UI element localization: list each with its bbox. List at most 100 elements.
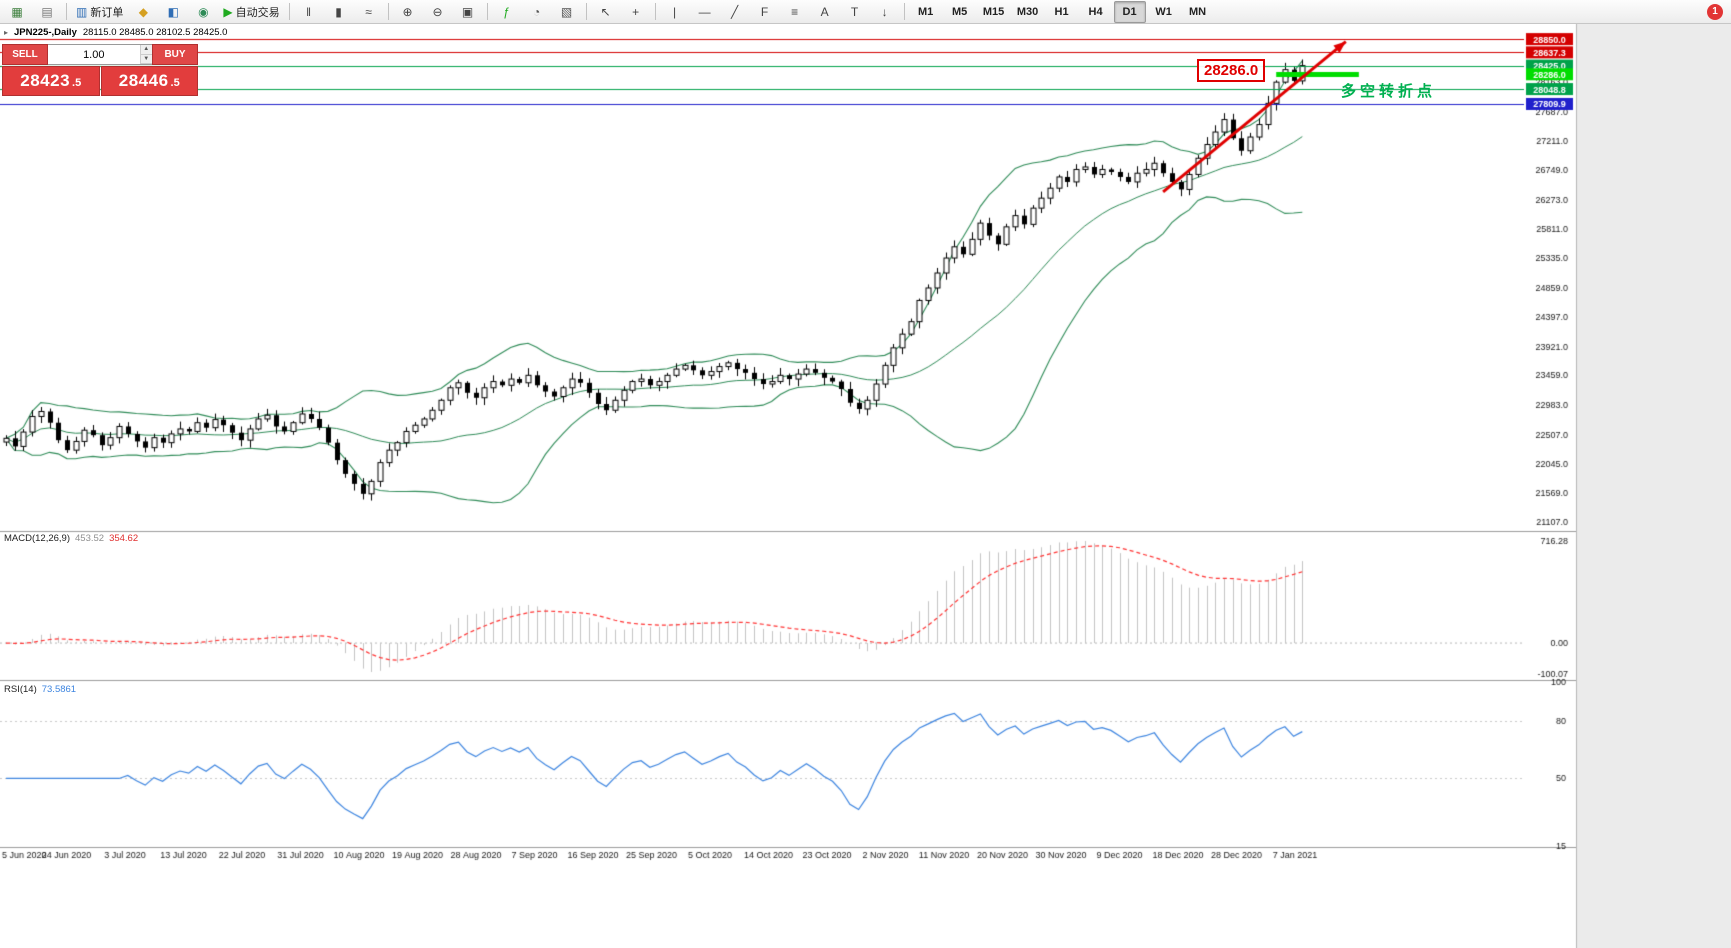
toolbar-items: ▦ ▤ ▥ 新订单 ◆ ◧ ◉ ▶ 自动交易 ‖ ▮ ≈ ⊕ ⊖ ▣ ƒ ◔ ▧ ↖ + | — ╱ F ≡ A T ↓ M1 M5 M15… [2, 0, 1215, 23]
timeframe-label: MN [1189, 5, 1207, 18]
autotrading-icon: ▶ [223, 4, 233, 19]
zoom-out-icon: ⊖ [432, 4, 443, 19]
new-chart-button[interactable]: ▦ [3, 1, 31, 23]
label-tool-icon: T [850, 4, 859, 19]
sell-price-display[interactable]: 28423 .5 [2, 66, 100, 96]
volume-spinner: ▲ ▼ [139, 45, 152, 64]
crosshair-tool-icon: + [632, 4, 640, 19]
timeframe-label: M30 [1016, 5, 1039, 18]
templates-button[interactable]: ▧ [553, 1, 581, 23]
timeframe-label: M5 [951, 5, 968, 18]
indicators-button[interactable]: ƒ [493, 1, 521, 23]
horizontal-line-tool-icon: — [698, 4, 711, 19]
timeframe-m1-button[interactable]: M1 [910, 1, 942, 23]
one-click-collapse-icon[interactable]: ▸ [4, 28, 9, 37]
periods-menu-icon: ◔ [532, 4, 541, 19]
rsi-indicator-label: RSI(14) 73.5861 [4, 684, 76, 695]
crosshair-tool-button[interactable]: + [622, 1, 650, 23]
timeframe-d1-button[interactable]: D1 [1113, 0, 1146, 23]
tile-windows-button[interactable]: ▣ [454, 1, 482, 23]
toolbar-separator [288, 3, 290, 20]
trendline-tool-button[interactable]: ╱ [721, 1, 749, 23]
new-order-button[interactable]: ▥ 新订单 [72, 1, 127, 23]
cursor-tool-icon: ↖ [600, 4, 611, 19]
vertical-line-tool-button[interactable]: | [661, 1, 689, 23]
shapes-tool-icon: ≡ [791, 4, 799, 19]
timeframe-label: H1 [1054, 5, 1069, 18]
one-click-trading-panel: SELL ▲ ▼ BUY 28423 .5 28446 .5 [2, 44, 198, 96]
horizontal-line-tool-button[interactable]: — [691, 1, 719, 23]
timeframe-h4-button[interactable]: H4 [1080, 1, 1112, 23]
bar-chart-mode-icon: ‖ [306, 4, 312, 19]
new-chart-icon: ▦ [11, 4, 23, 19]
rsi-value: 73.5861 [41, 684, 77, 695]
turning-point-label: 多空转折点 [1341, 83, 1437, 100]
rsi-name: RSI(14) [4, 684, 37, 695]
tile-windows-icon: ▣ [461, 4, 474, 19]
timeframe-w1-button[interactable]: W1 [1148, 1, 1180, 23]
arrow-objects-tool-icon: ↓ [881, 4, 888, 19]
toolbar: ▦ ▤ ▥ 新订单 ◆ ◧ ◉ ▶ 自动交易 ‖ ▮ ≈ ⊕ ⊖ ▣ ƒ ◔ ▧ ↖ + | — ╱ F ≡ A T ↓ M1 M5 M15… [0, 0, 1731, 24]
arrow-objects-tool-button[interactable]: ↓ [871, 1, 899, 23]
sell-price-frac: .5 [72, 77, 82, 89]
shapes-tool-button[interactable]: ≡ [781, 1, 809, 23]
new-order-icon: ▥ [76, 4, 88, 19]
zoom-out-button[interactable]: ⊖ [424, 1, 452, 23]
text-tool-icon: A [820, 4, 829, 19]
market-watch-button[interactable]: ◆ [129, 1, 157, 23]
buy-price-display[interactable]: 28446 .5 [100, 66, 198, 96]
toolbar-separator [66, 3, 67, 20]
data-window-button[interactable]: ◧ [159, 1, 187, 23]
price-displays-row: 28423 .5 28446 .5 [2, 66, 198, 96]
toolbar-separator [654, 3, 656, 20]
macd-indicator-label: MACD(12,26,9) 453.52 354.62 [4, 533, 138, 544]
label-tool-button[interactable]: T [841, 1, 869, 23]
macd-name: MACD(12,26,9) [4, 533, 70, 544]
order-controls-row: SELL ▲ ▼ BUY [2, 44, 198, 65]
line-chart-mode-button[interactable]: ≈ [355, 1, 383, 23]
notification-badge[interactable]: 1 [1707, 3, 1723, 20]
buy-price-main: 28446 [118, 71, 169, 90]
ohlc-values: 28115.0 28485.0 28102.5 28425.0 [82, 27, 228, 38]
volume-input[interactable] [48, 45, 140, 64]
toolbar-separator [585, 3, 587, 20]
fibonacci-tool-icon: F [760, 4, 769, 19]
timeframe-m30-button[interactable]: M30 [1012, 1, 1044, 23]
buy-button[interactable]: BUY [152, 44, 198, 65]
timeframe-label: M1 [917, 5, 934, 18]
periods-menu-button[interactable]: ◔ [523, 1, 551, 23]
text-tool-button[interactable]: A [811, 1, 839, 23]
price-chart-canvas[interactable] [0, 24, 1731, 948]
volume-box: ▲ ▼ [48, 44, 152, 65]
profiles-icon: ▤ [41, 4, 53, 19]
toolbar-separator [486, 3, 488, 20]
timeframe-m15-button[interactable]: M15 [978, 1, 1010, 23]
navigator-button[interactable]: ◉ [189, 1, 217, 23]
timeframe-label: W1 [1155, 5, 1172, 18]
candlestick-mode-button[interactable]: ▮ [325, 1, 353, 23]
market-watch-icon: ◆ [138, 4, 148, 19]
fibonacci-tool-button[interactable]: F [751, 1, 779, 23]
volume-down-button[interactable]: ▼ [140, 54, 152, 64]
macd-signal-value: 354.62 [109, 533, 139, 544]
price-annotation-box: 28286.0 [1197, 59, 1266, 82]
timeframe-h1-button[interactable]: H1 [1046, 1, 1078, 23]
volume-up-button[interactable]: ▲ [140, 45, 152, 55]
sell-button[interactable]: SELL [2, 44, 48, 65]
bar-chart-mode-button[interactable]: ‖ [295, 1, 323, 23]
line-chart-mode-icon: ≈ [365, 4, 372, 19]
timeframe-mn-button[interactable]: MN [1182, 1, 1214, 23]
autotrading-button[interactable]: ▶ 自动交易 [219, 1, 283, 23]
candlestick-mode-icon: ▮ [335, 4, 342, 19]
timeframe-label: M15 [982, 5, 1005, 18]
zoom-in-icon: ⊕ [402, 4, 413, 19]
timeframe-label: H4 [1088, 5, 1103, 18]
toolbar-separator [903, 3, 905, 20]
navigator-icon: ◉ [198, 4, 209, 19]
zoom-in-button[interactable]: ⊕ [394, 1, 422, 23]
cursor-tool-button[interactable]: ↖ [592, 1, 620, 23]
sell-price-main: 28423 [20, 71, 71, 90]
timeframe-m5-button[interactable]: M5 [944, 1, 976, 23]
chart-info-line: ▸ JPN225-,Daily 28115.0 28485.0 28102.5 … [4, 27, 227, 38]
profiles-button[interactable]: ▤ [33, 1, 61, 23]
